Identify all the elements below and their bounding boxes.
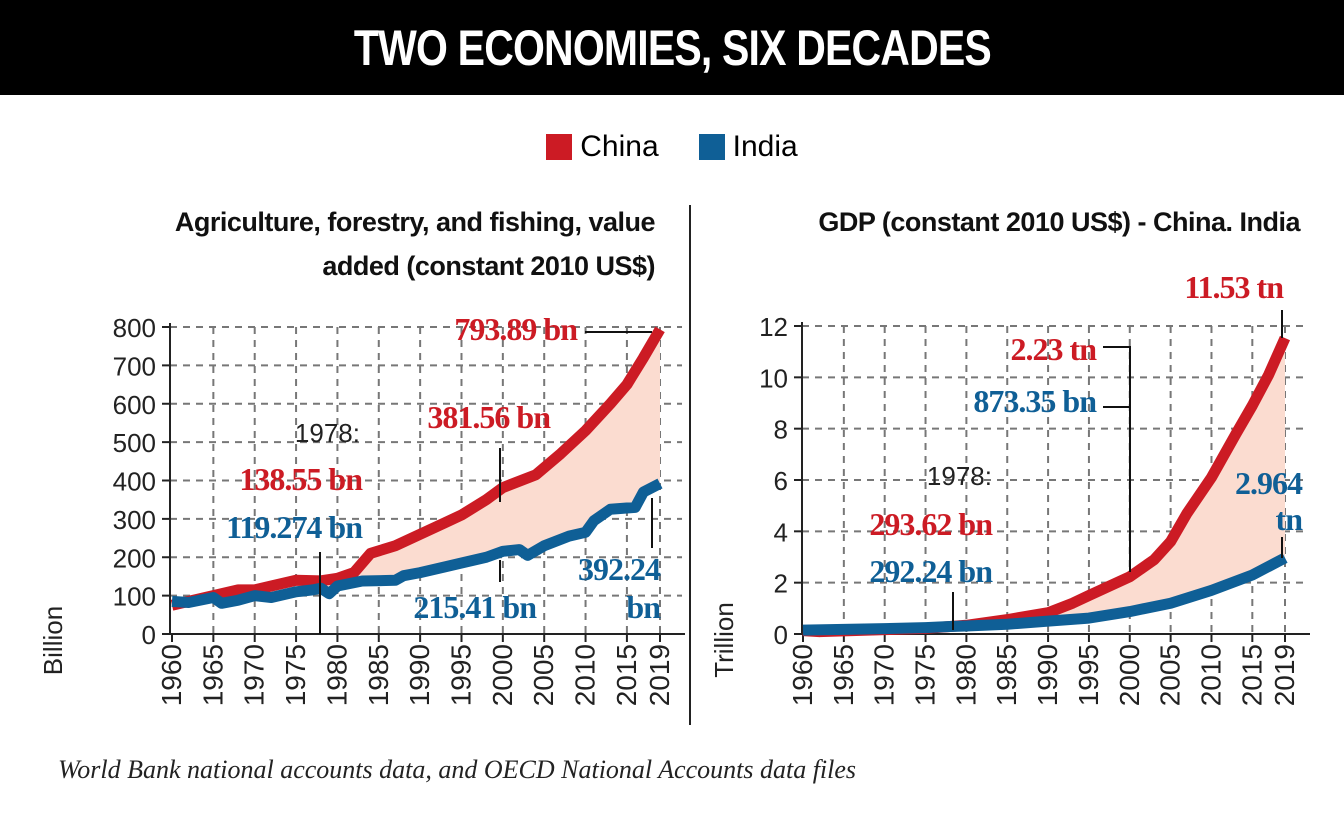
x-tick-label: 1970 [239,644,270,706]
legend-item-india: India [698,130,798,164]
annotation-india-1978: 292.24 bn [869,553,993,589]
annotation-india-2019-b: tn [1276,501,1304,537]
gap-area [803,338,1285,632]
y-tick-label: 400 [113,467,156,497]
legend-swatch-china [546,134,573,160]
y-tick-label: 6 [774,466,788,496]
annotation-china-1978: 293.62 bn [869,506,993,542]
series-line-china [170,326,665,611]
source-note: World Bank national accounts data, and O… [58,755,857,784]
y-tick-label: 0 [142,620,156,650]
left-chart-title-line2: added (constant 2010 US$) [322,251,655,281]
annotation-india-2019-b: bn [626,589,661,625]
chart-agriculture: 0 100 200 300 400 500 600 700 800 1960 1965 1970 197… [38,311,685,706]
y-tick-label: 600 [113,390,156,420]
x-tick-label: 1995 [1073,644,1104,706]
y-tick-label: 500 [113,428,156,458]
y-axis-label: Billion [38,606,68,675]
x-tick-label: 1975 [910,644,941,706]
left-chart-title: Agriculture, forestry, and fishing, valu… [60,200,656,288]
y-tick-label: 10 [759,363,788,393]
x-tick-label: 1980 [321,644,352,706]
annotation-india-2019-a: 2.964 [1235,465,1303,501]
legend-label-china: China [580,130,659,163]
chart-gdp: 0 2 4 6 8 10 12 1960 1965 1970 1975 1980 1985 1990 199… [709,269,1310,706]
x-tick-label: 2010 [570,644,601,706]
y-tick-label: 100 [113,582,156,612]
x-tick-label: 1990 [404,644,435,706]
y-tick-label: 0 [774,620,788,650]
x-tick-label: 1965 [828,644,859,706]
gap-area [172,329,660,606]
right-chart-title: GDP (constant 2010 US$) - China. India [818,207,1300,237]
y-axis-label: Trillion [709,602,739,678]
x-tick-label: 2000 [487,644,518,706]
x-tick-label: 1985 [363,644,394,706]
x-tick-label: 2005 [528,644,559,706]
annotation-leader [1103,346,1131,572]
x-tick-label: 1980 [950,644,981,706]
y-tick-label: 800 [113,313,156,343]
y-tick-label: 300 [113,505,156,535]
x-tick-label: 2010 [1195,644,1226,706]
y-tick-label: 8 [774,415,788,445]
annotation-india-1978: 119.274 bn [226,509,363,545]
series-line-india [802,553,1288,636]
y-tick-label: 700 [113,351,156,381]
x-tick-label: 1970 [869,644,900,706]
annotation-india-2000: 215.41 bn [413,589,537,625]
x-tick-label: 1975 [280,644,311,706]
x-tick-label: 2000 [1114,644,1145,706]
legend: China India [0,130,1344,164]
x-tick-label: 2015 [1236,644,1267,706]
annotation-china-2000: 381.56 bn [427,399,551,435]
x-tick-label: 1960 [787,644,818,706]
page-title: TWO ECONOMIES, SIX DECADES [353,19,991,76]
legend-label-india: India [732,130,798,163]
title-bar: TWO ECONOMIES, SIX DECADES [0,0,1344,95]
x-tick-label: 1985 [991,644,1022,706]
x-tick-label: 2005 [1155,644,1186,706]
left-chart-title-line1: Agriculture, forestry, and fishing, valu… [174,207,656,237]
annotation-china-2019: 11.53 tn [1184,269,1284,305]
annotation-year: 1978: [295,418,360,448]
legend-swatch-india [698,134,725,160]
x-tick-label: 1960 [156,644,187,706]
y-tick-label: 2 [774,569,788,599]
annotation-india-2019-a: 392.24 [578,551,661,587]
x-tick-label: 1965 [197,644,228,706]
x-tick-label: 1995 [445,644,476,706]
annotation-china-2019: 793.89 bn [454,311,578,347]
annotation-china-2000: 2.23 tn [1011,331,1098,367]
y-tick-label: 12 [759,312,788,342]
y-tick-label: 200 [113,543,156,573]
x-tick-label: 2019 [644,644,675,706]
legend-item-china: China [546,130,659,164]
x-tick-label: 1990 [1032,644,1063,706]
annotation-china-1978: 138.55 bn [239,461,363,497]
y-tick-label: 4 [774,517,788,547]
x-tick-label: 2019 [1269,644,1300,706]
series-line-india [171,478,663,609]
x-tick-label: 2015 [611,644,642,706]
annotation-year: 1978: [927,461,992,491]
annotation-india-2000: 873.35 bn [973,383,1097,419]
